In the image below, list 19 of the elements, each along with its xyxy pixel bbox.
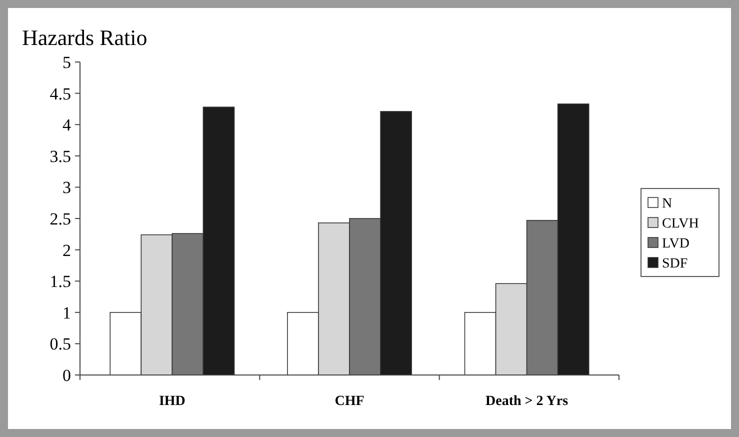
legend-label: SDF: [662, 256, 688, 272]
y-tick-label: 1.5: [50, 272, 71, 292]
x-tick-label: IHD: [158, 394, 186, 409]
y-tick-label: 1: [62, 303, 71, 322]
legend-label: CLVH: [662, 216, 699, 232]
legend-label: N: [662, 196, 672, 212]
y-tick-label: 3.5: [50, 146, 71, 166]
y-tick-label: 3: [62, 178, 71, 198]
y-tick-label: 0: [62, 366, 71, 385]
y-tick-label: 4: [62, 116, 72, 135]
chart-title: Hazards Ratio: [22, 25, 148, 50]
y-tick-label: 0.5: [50, 334, 71, 354]
y-tick-label: 4.5: [50, 84, 71, 104]
x-tick-label: Death > 2 Yrs: [486, 394, 569, 409]
y-tick-label: 2: [62, 240, 71, 260]
x-tick-label: CHF: [334, 394, 364, 409]
legend-label: LVD: [662, 236, 690, 252]
y-tick-label: 5: [62, 52, 71, 72]
y-tick-label: 2.5: [50, 209, 71, 228]
